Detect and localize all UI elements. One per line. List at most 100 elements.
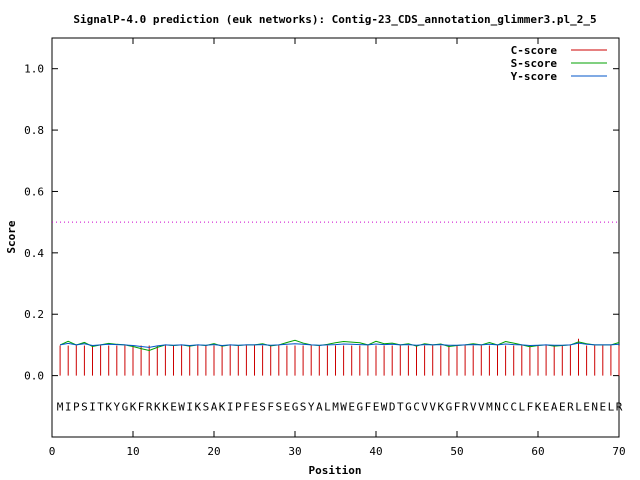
- sequence-letter: K: [130, 400, 137, 413]
- sequence-letter: R: [462, 400, 469, 413]
- legend-label: Y-score: [511, 70, 558, 83]
- sequence-letter: E: [599, 400, 606, 413]
- sequence-letter: F: [267, 400, 274, 413]
- sequence-letter: A: [211, 400, 218, 413]
- y-axis-label: Score: [5, 220, 18, 253]
- sequence-letter: E: [170, 400, 177, 413]
- sequence-letter: E: [348, 400, 355, 413]
- sequence-letter: C: [413, 400, 420, 413]
- sequence-letter: I: [89, 400, 96, 413]
- sequence-letter: G: [356, 400, 363, 413]
- sequence-letter: C: [502, 400, 509, 413]
- sequence-letter: E: [543, 400, 550, 413]
- sequence-letter: E: [583, 400, 590, 413]
- sequence-letter: T: [97, 400, 104, 413]
- sequence-letter: K: [105, 400, 112, 413]
- sequence-letter: R: [616, 400, 623, 413]
- sequence-letter: L: [518, 400, 525, 413]
- sequence-letter: S: [275, 400, 282, 413]
- sequence-letter: N: [494, 400, 501, 413]
- sequence-letter: W: [381, 400, 388, 413]
- sequence-letter: R: [146, 400, 153, 413]
- sequence-letter: V: [429, 400, 436, 413]
- chart-title: SignalP-4.0 prediction (euk networks): C…: [73, 13, 596, 26]
- sequence-letter: K: [194, 400, 201, 413]
- sequence-letter: S: [300, 400, 307, 413]
- sequence-letter: M: [486, 400, 493, 413]
- sequence-letter: K: [437, 400, 444, 413]
- y-score-line: [60, 342, 620, 348]
- sequence-letter: K: [219, 400, 226, 413]
- sequence-letter: I: [65, 400, 72, 413]
- sequence-letter: W: [340, 400, 347, 413]
- x-tick-label: 0: [49, 445, 56, 458]
- sequence-letter: Y: [308, 400, 315, 413]
- sequence-letter: F: [243, 400, 250, 413]
- sequence-letter: V: [478, 400, 485, 413]
- sequence-letter: R: [567, 400, 574, 413]
- sequence-letter: K: [154, 400, 161, 413]
- sequence-letter: P: [235, 400, 242, 413]
- sequence-letter: S: [203, 400, 210, 413]
- sequence-letter: K: [535, 400, 542, 413]
- sequence-letter: I: [186, 400, 193, 413]
- sequence-letter: G: [292, 400, 299, 413]
- x-tick-label: 20: [207, 445, 220, 458]
- y-axis-ticks: 0.0 0.2 0.4 0.6 0.8 1.0: [24, 63, 619, 383]
- x-axis-ticks: 0 10 20 30 40 50 60 70: [49, 38, 626, 458]
- sequence-letter: K: [162, 400, 169, 413]
- sequence-letter: E: [284, 400, 291, 413]
- sequence-letter: V: [470, 400, 477, 413]
- x-tick-label: 70: [612, 445, 625, 458]
- x-tick-label: 40: [369, 445, 382, 458]
- sequence-letter: Y: [113, 400, 120, 413]
- sequence-letter: M: [57, 400, 64, 413]
- sequence-letter: P: [73, 400, 80, 413]
- sequence-letter: D: [389, 400, 396, 413]
- legend-label: S-score: [511, 57, 558, 70]
- sequence-letter: E: [373, 400, 380, 413]
- sequence-letter: G: [446, 400, 453, 413]
- c-score-impulses: [59, 338, 620, 376]
- plot-frame: [51, 37, 620, 438]
- y-tick-label: 0.0: [24, 370, 44, 383]
- sequence-letter: L: [608, 400, 615, 413]
- sequence-letter: F: [454, 400, 461, 413]
- legend-label: C-score: [511, 44, 558, 57]
- y-tick-label: 0.2: [24, 308, 44, 321]
- x-tick-label: 30: [288, 445, 301, 458]
- sequence-letter: F: [527, 400, 534, 413]
- sequence-letter: F: [365, 400, 372, 413]
- sequence-letter: E: [559, 400, 566, 413]
- sequence-letter: M: [332, 400, 339, 413]
- sequence-letter: E: [251, 400, 258, 413]
- y-tick-label: 0.4: [24, 247, 44, 260]
- x-tick-label: 10: [126, 445, 139, 458]
- sequence-letter: W: [178, 400, 185, 413]
- sequence-letter: N: [591, 400, 598, 413]
- sequence-letter: G: [405, 400, 412, 413]
- s-score-line: [59, 339, 620, 351]
- x-tick-label: 60: [531, 445, 544, 458]
- sequence-letter: S: [81, 400, 88, 413]
- sequence-letter: A: [551, 400, 558, 413]
- sequence-letter: S: [259, 400, 266, 413]
- sequence-letter: L: [575, 400, 582, 413]
- x-axis-label: Position: [309, 464, 362, 477]
- x-tick-label: 50: [450, 445, 463, 458]
- score-lines: [59, 339, 620, 351]
- sequence-letter: G: [122, 400, 129, 413]
- sequence-letter: F: [138, 400, 145, 413]
- sequence-letter: T: [397, 400, 404, 413]
- y-tick-label: 1.0: [24, 63, 44, 76]
- sequence-letter: C: [510, 400, 517, 413]
- sequence-letter: V: [421, 400, 428, 413]
- y-tick-label: 0.6: [24, 185, 44, 198]
- y-tick-label: 0.8: [24, 124, 44, 137]
- sequence-letter: I: [227, 400, 234, 413]
- sequence-letter: L: [324, 400, 331, 413]
